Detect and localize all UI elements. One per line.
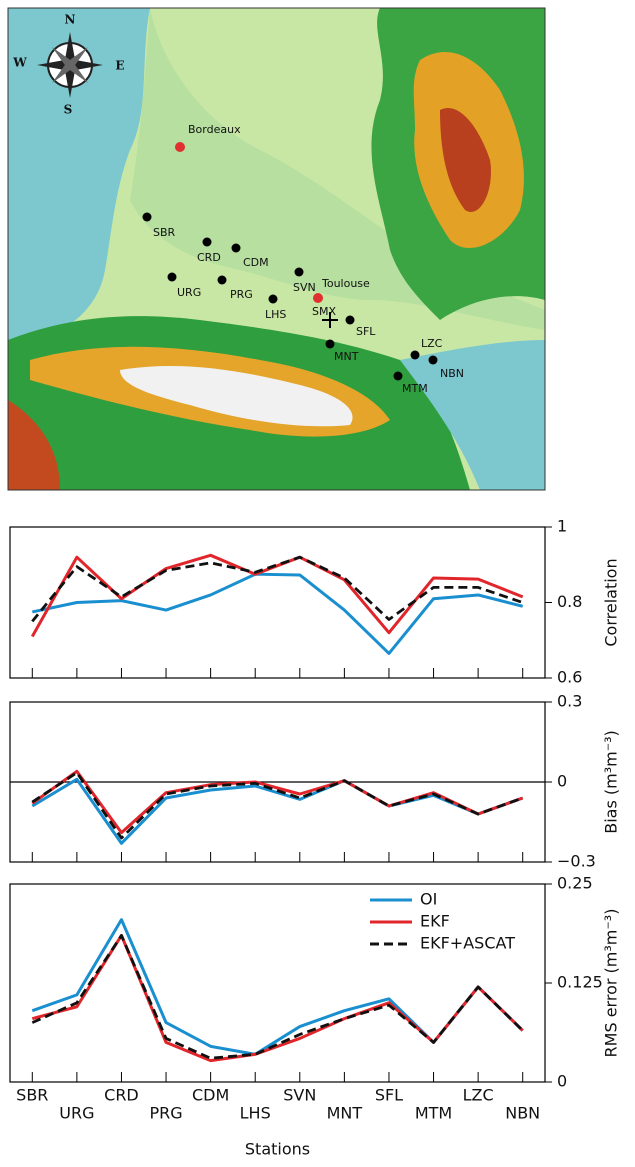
station-label: SVN	[293, 281, 316, 294]
x-tick-label: LZC	[463, 1086, 494, 1105]
x-tick-label: NBN	[505, 1104, 540, 1123]
station-label: MTM	[402, 382, 428, 395]
station-label: CDM	[243, 256, 269, 269]
city-label: Toulouse	[321, 277, 370, 290]
station-label: SBR	[153, 226, 176, 239]
station-dot	[394, 372, 403, 381]
y-axis-title: Correlation	[602, 558, 621, 646]
series-line	[32, 555, 522, 636]
x-axis-title: Stations	[245, 1140, 310, 1159]
station-dot	[269, 295, 278, 304]
legend-label: EKF	[420, 912, 450, 931]
station-dot	[232, 244, 241, 253]
station-label: LHS	[265, 308, 286, 321]
station-dot	[203, 238, 212, 247]
station-dot	[168, 273, 177, 282]
map: N S W E Bordeaux Toulouse SBR CRD CDM UR…	[8, 8, 545, 490]
y-axis-title: Bias (m³m⁻³)	[602, 730, 621, 834]
station-dot	[346, 316, 355, 325]
legend-label: EKF+ASCAT	[420, 934, 515, 953]
x-tick-label: SBR	[16, 1086, 48, 1105]
y-tick-label: 0	[557, 772, 567, 791]
y-tick-label: 0.25	[557, 874, 593, 893]
x-tick-label: PRG	[149, 1104, 182, 1123]
y-tick-label: 0.6	[557, 668, 582, 687]
station-label: CRD	[197, 251, 221, 264]
figure: N S W E Bordeaux Toulouse SBR CRD CDM UR…	[0, 0, 635, 1167]
x-tick-label: MTM	[415, 1104, 452, 1123]
x-tick-label: SVN	[283, 1086, 316, 1105]
y-tick-label: 0.125	[557, 973, 603, 992]
y-tick-label: −0.3	[557, 852, 596, 871]
station-label: LZC	[421, 337, 443, 350]
station-label: PRG	[230, 288, 253, 301]
y-tick-label: 0.3	[557, 692, 582, 711]
city-dot	[313, 293, 323, 303]
x-tick-label: CDM	[192, 1086, 229, 1105]
x-tick-label: URG	[59, 1104, 94, 1123]
station-label: SMX	[312, 305, 336, 318]
station-dot	[143, 213, 152, 222]
x-tick-label: SFL	[375, 1086, 403, 1105]
y-axis-title: RMS error (m³m⁻³)	[602, 909, 621, 1058]
city-label: Bordeaux	[188, 123, 241, 136]
station-label: URG	[177, 286, 201, 299]
station-dot	[326, 340, 335, 349]
compass-label: W	[12, 56, 27, 70]
y-tick-label: 0.8	[557, 592, 582, 611]
station-label: MNT	[334, 350, 359, 363]
city-dot	[175, 142, 185, 152]
station-dot	[295, 268, 304, 277]
station-label: SFL	[356, 325, 376, 338]
x-tick-label: LHS	[240, 1104, 271, 1123]
y-tick-label: 1	[557, 517, 567, 536]
station-dot	[429, 356, 438, 365]
compass-label: N	[65, 13, 76, 27]
station-dot	[218, 276, 227, 285]
x-tick-label: CRD	[104, 1086, 139, 1105]
compass-label: S	[64, 103, 73, 117]
compass-label: E	[115, 59, 124, 73]
station-label: NBN	[440, 367, 464, 380]
legend-label: OI	[420, 890, 437, 909]
y-tick-label: 0	[557, 1072, 567, 1091]
station-dot	[411, 351, 420, 360]
x-tick-label: MNT	[327, 1104, 363, 1123]
